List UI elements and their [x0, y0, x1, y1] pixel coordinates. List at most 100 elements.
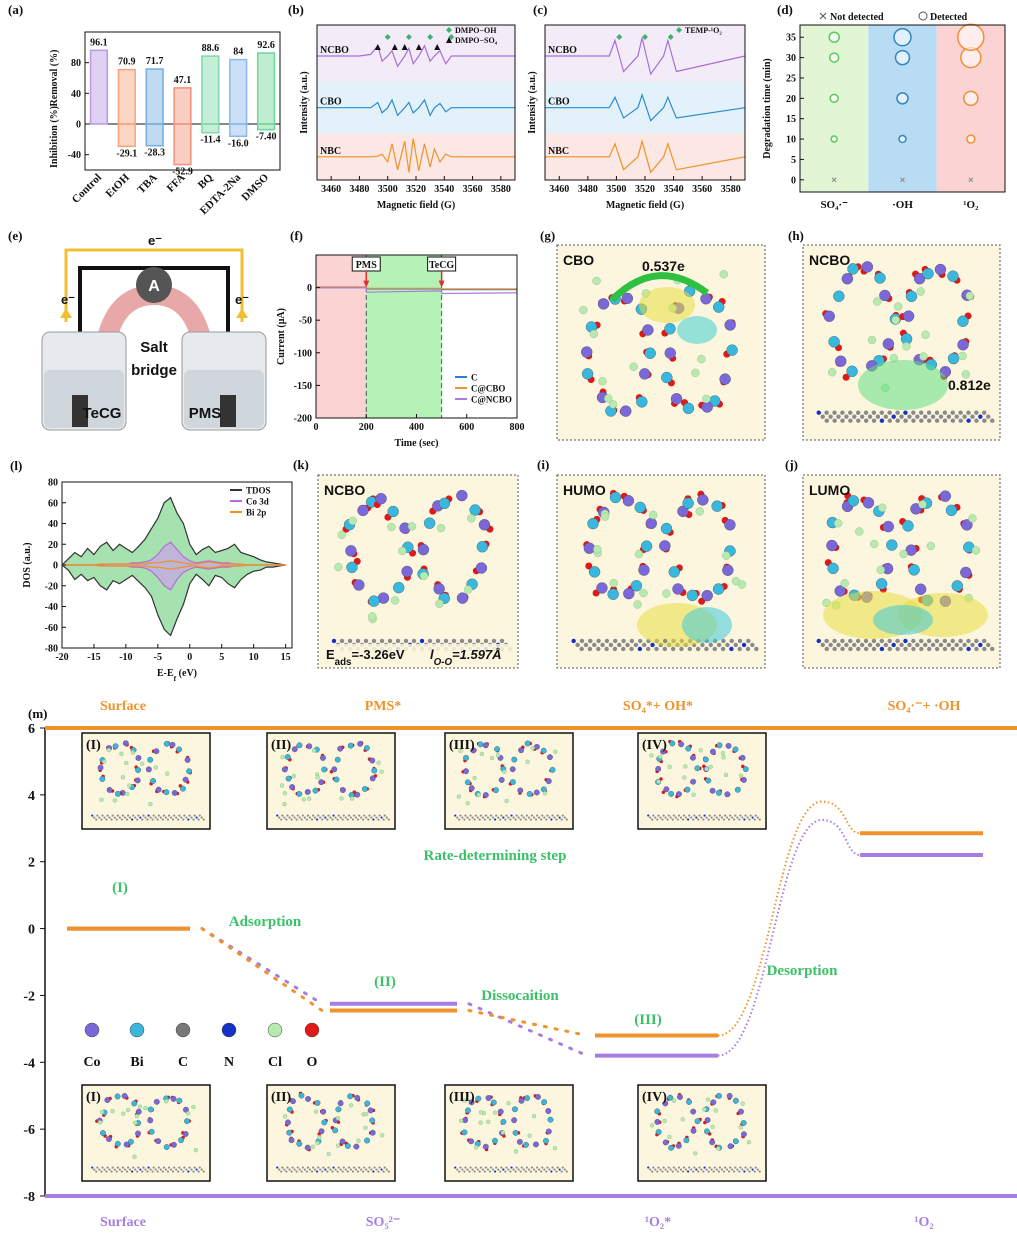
atom: [340, 787, 346, 793]
orbital: [677, 316, 717, 344]
substrate-atom: [608, 642, 614, 648]
substrate-atom: [183, 814, 186, 817]
substrate-atom: [705, 1168, 708, 1171]
atom: [347, 742, 354, 749]
atom: [947, 270, 959, 282]
atom: [509, 779, 516, 785]
atom: [656, 779, 661, 784]
y-tick-label: -60: [45, 623, 58, 634]
atom: [531, 1114, 537, 1119]
atom: [655, 1129, 662, 1135]
atom: [664, 323, 676, 335]
atom: [523, 1141, 529, 1148]
arrow-head: [60, 308, 248, 318]
x-tick-label: 3480: [349, 184, 369, 195]
substrate-atom: [677, 1166, 681, 1169]
substrate-atom: [156, 1170, 159, 1173]
ammeter-label: A: [148, 278, 160, 295]
substrate-atom: [887, 410, 892, 415]
y-axis-label: Current (μA): [276, 308, 287, 365]
substrate-atom: [317, 814, 320, 817]
substrate-atom: [974, 646, 979, 652]
substrate-atom: [903, 418, 908, 423]
bubble: [828, 31, 840, 43]
substrate-atom: [736, 816, 739, 819]
substrate-atom: [695, 1168, 698, 1171]
atom: [518, 747, 524, 754]
substrate-atom: [596, 646, 601, 652]
substrate-atom: [319, 1168, 322, 1171]
atom: [701, 401, 713, 413]
atom: [711, 500, 723, 512]
substrate-atom: [661, 818, 664, 821]
substrate-atom: [871, 646, 877, 652]
atom: [318, 1128, 325, 1135]
legend-label: DMPO−SO₄: [455, 36, 498, 45]
substrate-atom: [754, 814, 757, 817]
atom: [511, 1106, 518, 1113]
substrate-atom: [966, 646, 971, 652]
substrate-atom: [332, 1166, 335, 1169]
substrate-atom: [657, 814, 660, 817]
atom: [737, 580, 747, 589]
substrate-atom: [895, 646, 900, 652]
substrate-atom: [354, 816, 358, 819]
atom: [672, 583, 684, 595]
substrate-atom: [96, 1166, 99, 1169]
substrate-atom: [481, 1168, 484, 1171]
atom: [463, 755, 469, 761]
substrate-atom: [167, 814, 171, 817]
y-tick-label: 5: [791, 155, 796, 166]
substrate-atom: [527, 816, 531, 819]
substrate-atom: [565, 1170, 568, 1173]
substrate-atom: [903, 646, 908, 652]
substrate-atom: [132, 1166, 135, 1169]
level-label: Surface: [100, 699, 146, 714]
atom: [721, 755, 726, 760]
atom: [498, 777, 505, 783]
substrate-atom: [500, 1166, 503, 1169]
substrate-atom: [560, 1170, 563, 1173]
substrate-atom: [461, 1168, 464, 1171]
bubble: [828, 52, 840, 63]
substrate-atom: [512, 1168, 515, 1171]
atom: [468, 785, 475, 792]
atom: [543, 1137, 549, 1144]
substrate-atom: [750, 642, 755, 648]
atom: [128, 1138, 134, 1145]
substrate-atom: [283, 1168, 286, 1171]
atom: [828, 336, 840, 348]
atom: [148, 801, 153, 807]
area: [62, 565, 286, 590]
substrate-atom: [306, 1166, 310, 1169]
x-tick-label: 3460: [321, 184, 341, 195]
atom: [723, 772, 729, 778]
panel-label: (f): [290, 228, 303, 243]
x-axis-label-part: (eV): [176, 668, 197, 679]
atom: [153, 1098, 160, 1105]
substrate-atom: [579, 646, 584, 652]
substrate-atom: [519, 1170, 522, 1173]
substrate-atom: [859, 414, 865, 419]
substrate-atom: [125, 818, 129, 821]
substrate-atom: [942, 418, 948, 423]
y-tick-label: 6: [28, 722, 35, 737]
atom: [593, 545, 602, 554]
atom: [581, 368, 594, 380]
atom: [121, 1111, 126, 1116]
atom: [337, 530, 346, 539]
substrate-atom: [923, 642, 928, 648]
substrate-atom: [474, 1166, 477, 1169]
atom: [708, 764, 713, 770]
atom: [716, 742, 723, 749]
atom: [835, 355, 847, 367]
y-tick-label: 0: [76, 120, 81, 131]
substrate-atom: [306, 814, 310, 817]
x-tick-label: 3580: [721, 184, 741, 195]
atom: [702, 756, 709, 763]
level-label: Surface: [100, 1215, 146, 1230]
substrate-atom: [657, 1166, 660, 1169]
atom: [732, 746, 739, 753]
atom: [695, 507, 704, 516]
atom: [476, 792, 481, 798]
